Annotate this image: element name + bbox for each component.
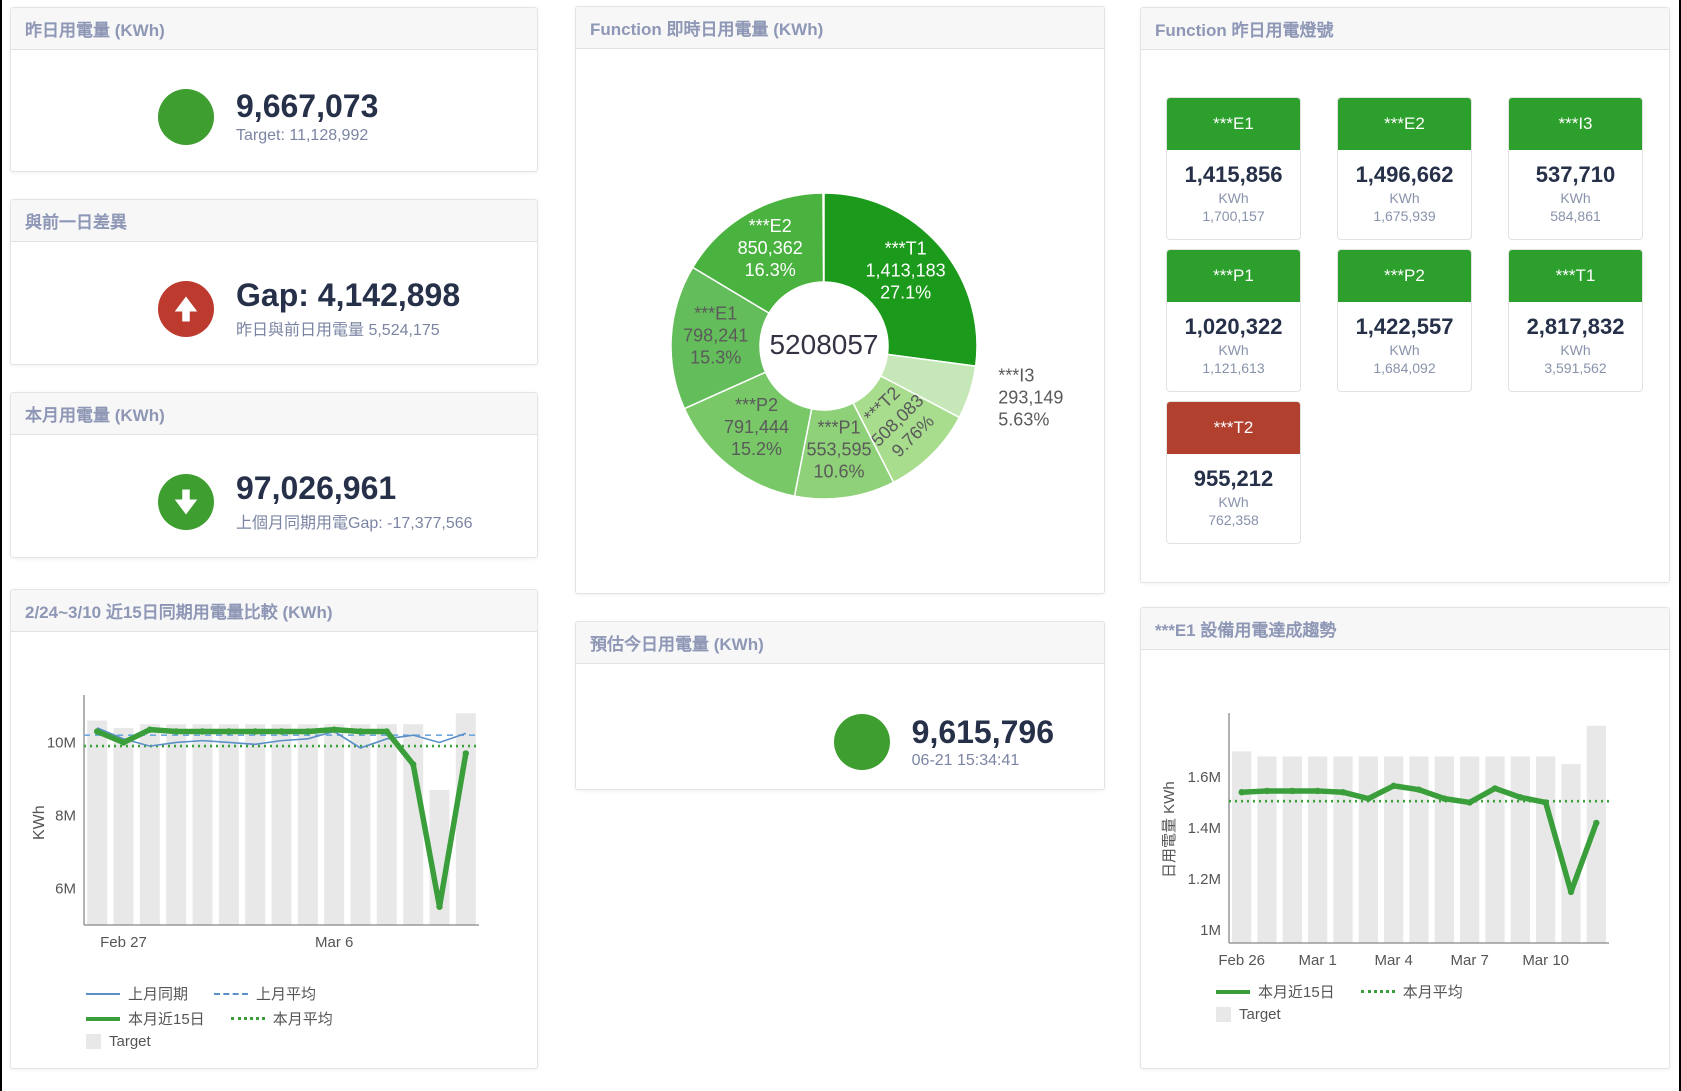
svg-text:8M: 8M [55, 807, 76, 824]
svg-text:***P1: ***P1 [817, 418, 860, 438]
svg-text:791,444: 791,444 [724, 417, 789, 437]
svg-text:***P2: ***P2 [735, 395, 778, 415]
svg-text:Mar 10: Mar 10 [1522, 952, 1569, 969]
svg-text:293,149: 293,149 [998, 388, 1063, 408]
svg-text:798,241: 798,241 [683, 326, 748, 346]
svg-text:16.3%: 16.3% [745, 260, 796, 280]
svg-text:27.1%: 27.1% [880, 283, 931, 303]
svg-text:5208057: 5208057 [769, 329, 878, 360]
svg-text:10M: 10M [47, 734, 76, 751]
svg-text:1M: 1M [1200, 922, 1221, 939]
svg-text:***E1: ***E1 [694, 304, 737, 324]
svg-text:Feb 26: Feb 26 [1218, 952, 1265, 969]
svg-text:15.2%: 15.2% [731, 439, 782, 459]
svg-text:6M: 6M [55, 880, 76, 897]
svg-text:15.3%: 15.3% [690, 348, 741, 368]
svg-text:Mar 6: Mar 6 [315, 934, 353, 951]
svg-text:Feb 27: Feb 27 [100, 934, 147, 951]
svg-text:***T1: ***T1 [885, 239, 927, 259]
svg-text:850,362: 850,362 [738, 238, 803, 258]
svg-text:553,595: 553,595 [806, 440, 871, 460]
svg-text:1.4M: 1.4M [1188, 820, 1221, 837]
svg-text:***I3: ***I3 [998, 366, 1034, 386]
svg-text:10.6%: 10.6% [813, 462, 864, 482]
svg-text:1,413,183: 1,413,183 [866, 261, 946, 281]
svg-text:Mar 1: Mar 1 [1298, 952, 1336, 969]
svg-text:Mar 4: Mar 4 [1374, 952, 1412, 969]
svg-text:5.63%: 5.63% [998, 410, 1049, 430]
svg-text:***E2: ***E2 [749, 216, 792, 236]
svg-text:1.2M: 1.2M [1188, 871, 1221, 888]
svg-text:Mar 7: Mar 7 [1450, 952, 1488, 969]
svg-text:1.6M: 1.6M [1188, 769, 1221, 786]
